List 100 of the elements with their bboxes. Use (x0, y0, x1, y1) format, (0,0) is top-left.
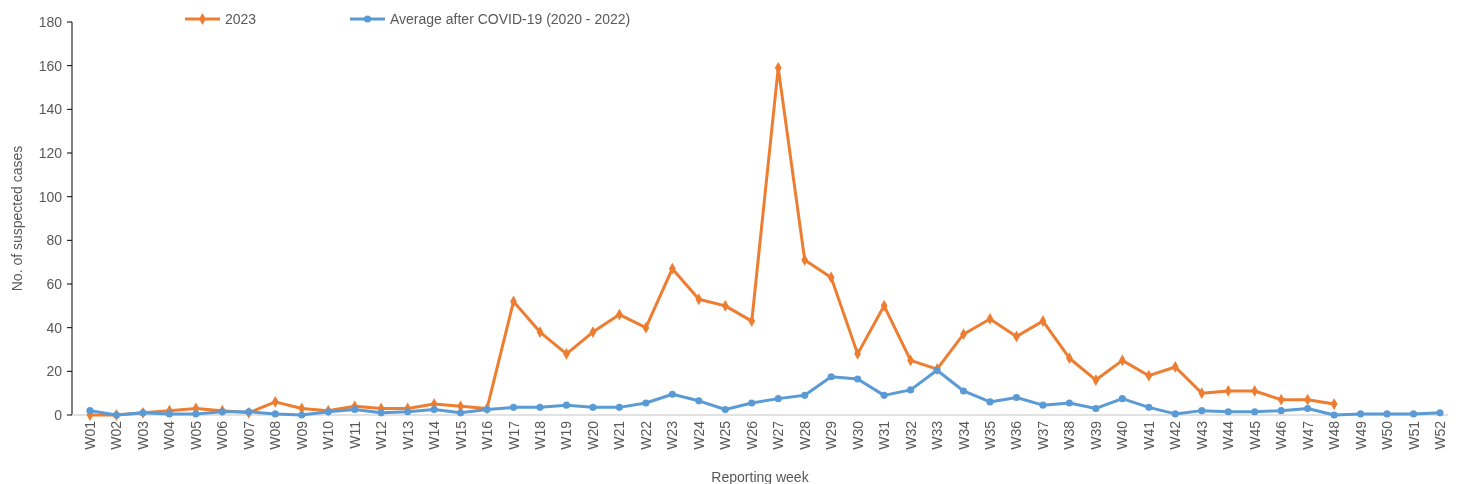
point (1092, 404, 1100, 413)
x-tick-label: W39 (1087, 420, 1104, 450)
point (1224, 408, 1232, 416)
point (748, 399, 756, 407)
point (1436, 409, 1444, 417)
y-tick-label: 140 (38, 101, 63, 118)
x-tick-label: W26 (743, 420, 760, 450)
x-tick-label: W38 (1061, 420, 1078, 450)
point (880, 391, 888, 399)
x-tick-label: W08 (267, 420, 284, 450)
x-tick-label: W17 (505, 420, 522, 450)
x-tick-label: W49 (1352, 420, 1369, 450)
point (509, 403, 518, 411)
y-tick-label: 20 (46, 363, 63, 380)
x-tick-label: W11 (346, 420, 363, 449)
point (86, 407, 94, 415)
x-axis-title: Reporting week (711, 469, 810, 484)
point (351, 405, 359, 414)
point (801, 391, 809, 399)
point (562, 401, 571, 409)
x-tick-label: W43 (1193, 420, 1210, 450)
x-tick-label: W20 (584, 420, 601, 450)
x-tick-label: W41 (1140, 420, 1157, 450)
point (986, 398, 994, 406)
x-tick-label: W37 (1034, 420, 1051, 450)
point (1118, 395, 1126, 403)
x-tick-label: W28 (796, 420, 813, 450)
point (1039, 401, 1047, 409)
point (324, 408, 332, 416)
y-tick-label: 60 (46, 275, 63, 292)
point (615, 403, 623, 411)
point (536, 403, 544, 411)
point (457, 409, 465, 417)
point (1065, 399, 1073, 407)
point (377, 409, 385, 417)
x-tick-label: W27 (770, 420, 787, 450)
point (774, 395, 782, 403)
x-tick-label: W05 (187, 420, 204, 450)
x-tick-label: W19 (558, 420, 575, 450)
point (907, 386, 915, 394)
y-tick-label: 80 (46, 232, 63, 249)
x-tick-label: W48 (1326, 420, 1343, 450)
y-tick-label: 160 (38, 57, 63, 74)
x-tick-label: W32 (902, 420, 919, 450)
x-tick-label: W09 (293, 420, 310, 450)
x-tick-label: W23 (664, 420, 681, 450)
point (1277, 407, 1285, 415)
x-tick-label: W47 (1299, 420, 1316, 450)
point (589, 403, 597, 411)
point (192, 410, 200, 418)
point (721, 405, 729, 414)
point (1304, 404, 1312, 413)
point (1145, 403, 1153, 411)
x-tick-label: W44 (1220, 420, 1237, 450)
x-tick-label: W29 (823, 420, 840, 450)
point (404, 408, 412, 416)
x-tick-label: W25 (717, 420, 734, 450)
point (827, 373, 835, 381)
y-tick-label: 40 (46, 319, 63, 336)
point (1251, 408, 1259, 416)
legend-label: 2023 (225, 10, 257, 27)
point (959, 387, 968, 395)
x-tick-label: W13 (399, 420, 416, 450)
x-tick-label: W02 (108, 420, 125, 450)
point (642, 399, 650, 407)
x-tick-label: W16 (479, 420, 496, 450)
x-tick-label: W10 (320, 420, 337, 450)
x-tick-label: W04 (161, 420, 178, 450)
y-tick-label: 180 (38, 13, 63, 30)
point (218, 408, 226, 416)
y-axis-title: No. of suspected cases (9, 145, 25, 292)
point (695, 397, 703, 405)
x-tick-label: W46 (1273, 420, 1290, 450)
point (854, 375, 862, 383)
x-tick-label: W52 (1432, 420, 1448, 450)
x-tick-label: W50 (1379, 420, 1396, 450)
x-tick-label: W01 (82, 420, 98, 450)
point (1357, 410, 1365, 418)
x-tick-label: W35 (982, 420, 998, 450)
x-tick-label: W06 (214, 420, 231, 450)
point (1012, 393, 1021, 402)
point (1383, 410, 1391, 418)
point (165, 410, 173, 418)
y-tick-label: 100 (38, 188, 63, 205)
x-tick-label: W21 (611, 420, 628, 450)
x-tick-label: W34 (955, 420, 972, 450)
point (298, 411, 306, 419)
x-tick-label: W40 (1114, 420, 1131, 450)
y-tick-label: 0 (54, 406, 63, 423)
x-tick-label: W30 (849, 420, 866, 450)
legend-label: Average after COVID-19 (2020 - 2022) (390, 10, 631, 27)
x-tick-label: W14 (426, 420, 443, 450)
point (1171, 410, 1179, 418)
x-tick-label: W07 (240, 420, 257, 450)
point (271, 410, 279, 418)
x-tick-label: W22 (637, 420, 654, 450)
x-tick-label: W51 (1405, 420, 1422, 450)
point (1198, 407, 1206, 415)
y-tick-label: 120 (38, 144, 63, 161)
x-tick-label: W31 (876, 420, 893, 450)
